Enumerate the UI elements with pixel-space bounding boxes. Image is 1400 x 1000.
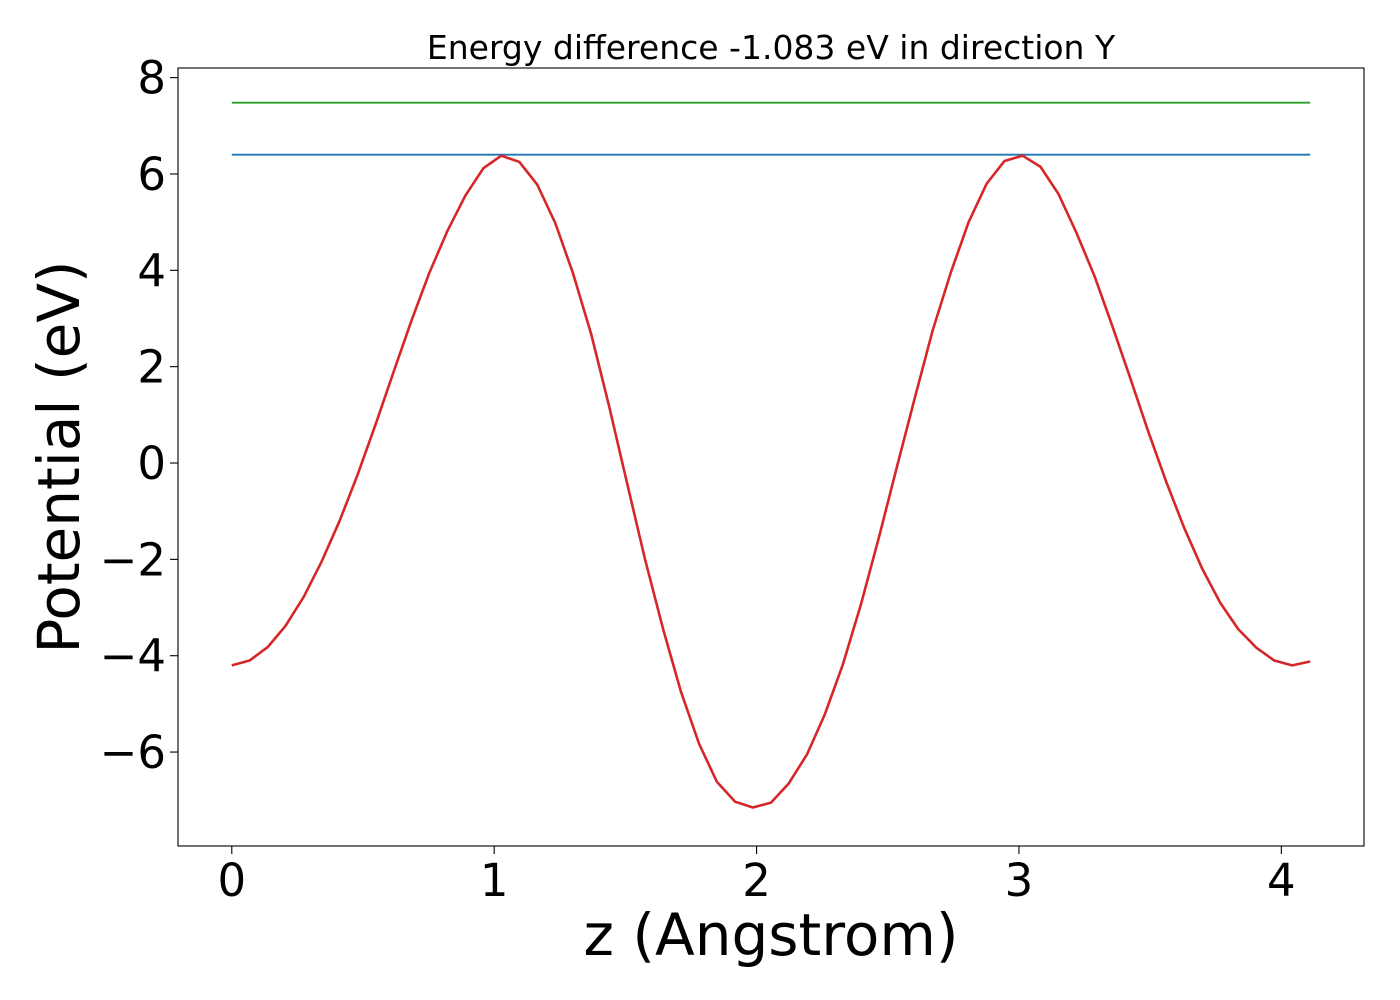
y-tick-label: 8 bbox=[137, 52, 166, 105]
series-layer bbox=[231, 101, 1311, 809]
red-potential-curve bbox=[231, 154, 1311, 809]
x-tick-label: 1 bbox=[480, 854, 509, 907]
plot-frame bbox=[177, 67, 1365, 847]
y-tick-label: 6 bbox=[137, 148, 166, 201]
x-axis-label: z (Angstrom) bbox=[584, 901, 959, 969]
y-tick-label: 4 bbox=[137, 244, 166, 297]
y-axis-label: Potential (eV) bbox=[25, 260, 93, 653]
y-tick-label: −4 bbox=[100, 630, 166, 683]
y-tick-label: −2 bbox=[100, 533, 166, 586]
y-tick-label: 2 bbox=[137, 341, 166, 394]
x-tick-label: 4 bbox=[1267, 854, 1296, 907]
x-tick-label: 0 bbox=[217, 854, 246, 907]
y-axis: −6 −4 −2 0 2 4 6 8 bbox=[100, 52, 178, 779]
y-tick-label: 0 bbox=[137, 437, 166, 490]
y-tick-label: −6 bbox=[100, 726, 166, 779]
x-axis: 0 1 2 3 4 bbox=[217, 846, 1296, 907]
x-tick-label: 2 bbox=[742, 854, 771, 907]
x-tick-label: 3 bbox=[1005, 854, 1034, 907]
chart-title: Energy difference -1.083 eV in direction… bbox=[427, 28, 1116, 67]
